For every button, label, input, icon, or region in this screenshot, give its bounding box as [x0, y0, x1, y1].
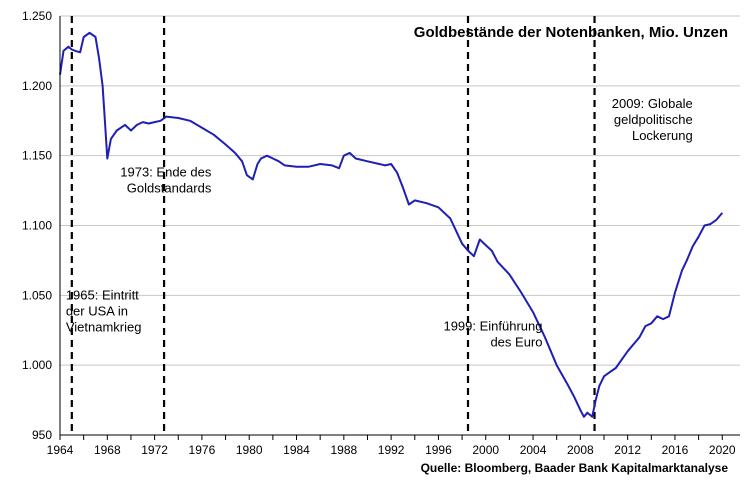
x-tick-label: 1964: [47, 443, 74, 457]
annotation-line: des Euro: [490, 334, 542, 349]
annotation-line: 2009: Globale: [612, 96, 693, 111]
x-tick-label: 1988: [330, 443, 357, 457]
annotation-line: 1999: Einführung: [443, 318, 542, 333]
x-tick-label: 2004: [520, 443, 547, 457]
y-tick-label: 1.150: [22, 149, 52, 163]
x-tick-label: 1992: [378, 443, 405, 457]
annotation-line: Vietnamkrieg: [66, 320, 142, 335]
axes: 950 1.000 1.050 1.100 1.150 1.200 1.250 1964 196…: [22, 9, 740, 457]
x-tick-label: 2012: [614, 443, 641, 457]
y-tick-label: 1.100: [22, 219, 52, 233]
x-tick-label: 2000: [472, 443, 499, 457]
annotation-text: 1965: Eintritt der USA in Vietnamkrieg: [66, 288, 142, 335]
x-tick-label: 1980: [236, 443, 263, 457]
source-note: Quelle: Bloomberg, Baader Bank Kapitalma…: [421, 461, 729, 475]
annotation-line: Goldstandards: [127, 181, 212, 196]
x-tick-label: 1968: [94, 443, 121, 457]
y-tick-label: 1.000: [22, 358, 52, 372]
x-tick-label: 2008: [567, 443, 594, 457]
annotation-text: 1999: Einführung des Euro: [443, 318, 542, 349]
x-tick-label: 1996: [425, 443, 452, 457]
annotation-line: 1965: Eintritt: [66, 288, 139, 303]
y-tick-label: 1.200: [22, 79, 52, 93]
series-group: [59, 31, 724, 418]
y-tick-label: 1.250: [22, 9, 52, 23]
annotation-line: geldpolitische: [614, 112, 693, 127]
event-lines: [70, 16, 596, 435]
gridlines: [60, 15, 740, 436]
x-tick-label: 2016: [662, 443, 689, 457]
x-tick-label: 1976: [189, 443, 216, 457]
annotation-text: 2009: Globale geldpolitische Lockerung: [612, 96, 693, 143]
annotation-line: 1973: Ende des: [120, 165, 212, 180]
series-line-gold-holdings: [59, 31, 724, 418]
x-tick-label: 2020: [709, 443, 736, 457]
x-tick-label: 1984: [283, 443, 310, 457]
x-tick-label: 1972: [141, 443, 168, 457]
annotations: 1965: Eintritt der USA in Vietnamkrieg 1973…: [66, 96, 693, 349]
annotation-line: Lockerung: [632, 128, 693, 143]
y-tick-label: 1.050: [22, 288, 52, 302]
annotation-text: 1973: Ende des Goldstandards: [120, 165, 212, 196]
y-tick-label: 950: [32, 428, 52, 442]
chart-title: Goldbestände der Notenbanken, Mio. Unzen: [414, 24, 728, 41]
annotation-line: der USA in: [66, 304, 128, 319]
